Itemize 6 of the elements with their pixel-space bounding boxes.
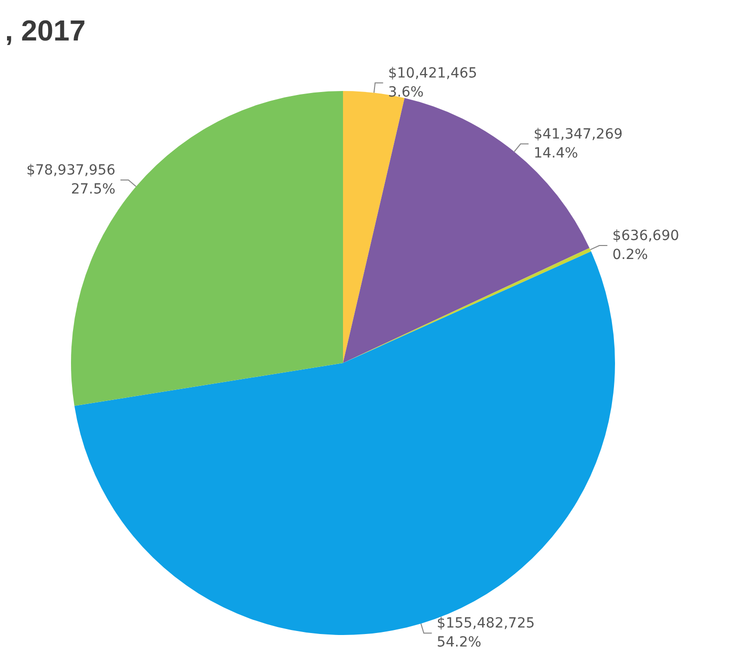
data-label: $41,347,269 14.4% [534, 126, 623, 162]
data-label: $636,690 0.2% [612, 228, 680, 263]
data-label: $78,937,956 27.5% [26, 162, 116, 198]
chart-title: , 2017 [5, 16, 86, 48]
data-label: $10,421,465 3.6% [388, 65, 478, 100]
data-label: $155,482,725 54.2% [436, 616, 535, 651]
